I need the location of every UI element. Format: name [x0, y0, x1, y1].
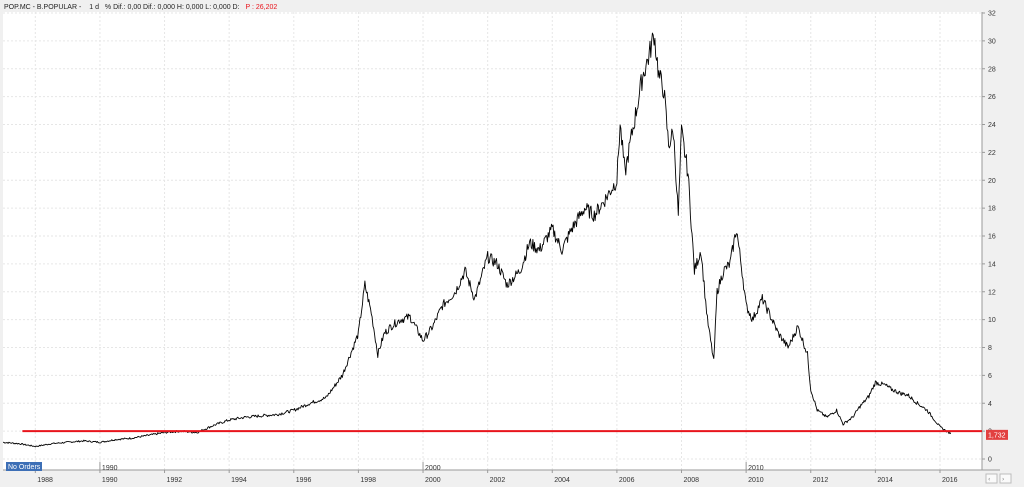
x-tick-label: 1998: [360, 477, 376, 484]
y-tick-label: 16: [988, 234, 996, 241]
last-price-tag: 1,732: [986, 429, 1008, 440]
decade-label: 2010: [748, 465, 764, 472]
y-tick-label: 0: [988, 457, 992, 464]
y-tick-label: 18: [988, 206, 996, 213]
y-tick-label: 22: [988, 150, 996, 157]
x-tick-label: 2004: [554, 477, 570, 484]
plot-area[interactable]: [3, 12, 982, 470]
x-tick-label: 1996: [296, 477, 312, 484]
scroll-controls: ‹ ›: [985, 473, 1012, 484]
y-tick-label: 32: [988, 11, 996, 18]
no-orders-badge[interactable]: No Orders: [6, 462, 42, 471]
x-tick-label: 2012: [813, 477, 829, 484]
chart-title: POP.MC - B.POPULAR - 1 d % Dif.: 0,00 Di…: [4, 4, 277, 11]
y-tick-label: 14: [988, 261, 996, 268]
x-tick-label: 2014: [877, 477, 893, 484]
decade-label: 1990: [102, 465, 118, 472]
y-tick-label: 8: [988, 345, 992, 352]
y-tick-label: 20: [988, 178, 996, 185]
x-tick-label: 1988: [37, 477, 53, 484]
y-tick-label: 6: [988, 373, 992, 380]
last-price-tag-bg: [986, 429, 1008, 440]
x-tick-label: 2016: [942, 477, 958, 484]
scroll-right-button[interactable]: [999, 473, 1012, 484]
no-orders-badge-bg: [6, 462, 42, 471]
price-line: [3, 32, 952, 448]
last-price-value: 1,732: [988, 432, 1006, 439]
y-tick-label: 28: [988, 66, 996, 73]
scroll-left-icon: ‹: [988, 476, 990, 483]
decade-labels: 1990 2000 2010: [99, 462, 764, 472]
x-tick-label: 2002: [490, 477, 506, 484]
price-series: [3, 32, 952, 448]
decade-label: 2000: [425, 465, 441, 472]
x-tick-label: 1990: [102, 477, 118, 484]
x-tick-label: 1994: [231, 477, 247, 484]
y-tick-label: 26: [988, 94, 996, 101]
no-orders-label: No Orders: [8, 464, 41, 471]
x-tick-label: 1992: [167, 477, 183, 484]
scroll-left-button[interactable]: [985, 473, 998, 484]
x-tick-label: 2000: [425, 477, 441, 484]
price-axis: 02468101214161820222426283032: [982, 11, 996, 464]
x-tick-label: 2008: [684, 477, 700, 484]
y-tick-label: 12: [988, 289, 996, 296]
scroll-right-icon: ›: [1002, 476, 1004, 483]
y-tick-label: 10: [988, 317, 996, 324]
y-tick-label: 30: [988, 38, 996, 45]
y-tick-label: 4: [988, 401, 992, 408]
x-tick-label: 2006: [619, 477, 635, 484]
x-tick-label: 2010: [748, 477, 764, 484]
time-axis: 1988 1990 1992 1994 1996 1998 2000 2002 2004 2006…: [34, 470, 958, 484]
y-tick-label: 24: [988, 122, 996, 129]
